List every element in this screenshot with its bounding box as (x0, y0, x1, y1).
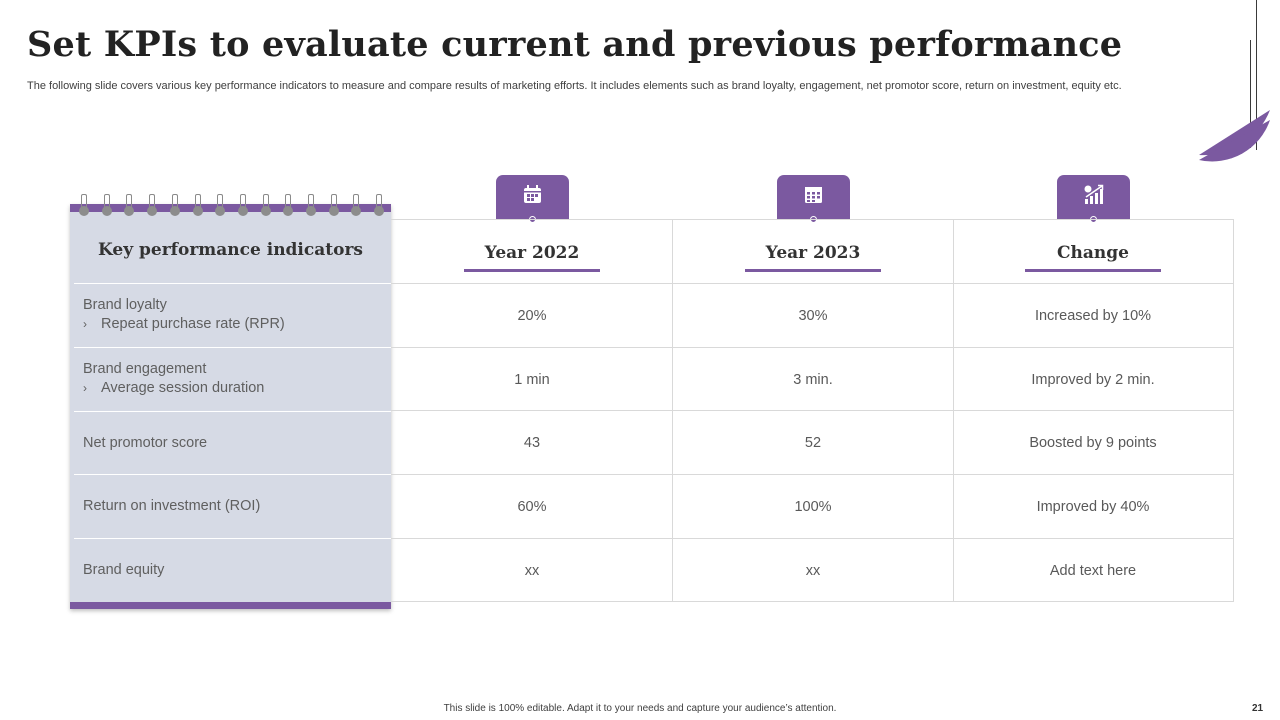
chevron-right-icon: › (83, 317, 87, 331)
kpi-label: Brand loyalty (83, 297, 167, 313)
page-number: 21 (1252, 703, 1264, 714)
calendar-grid-icon (805, 187, 822, 203)
spiral-ring (283, 194, 294, 217)
header-underline (1025, 269, 1161, 272)
spiral-ring (215, 194, 226, 217)
spiral-ring (237, 194, 248, 217)
table-cell: 52 (804, 434, 822, 451)
table-cell: Increased by 10% (1034, 307, 1152, 324)
table-cell: 20% (517, 307, 547, 324)
table-divider (1233, 219, 1234, 602)
table-divider (391, 219, 1234, 220)
table-divider (391, 474, 1234, 475)
table-cell: 43 (523, 434, 541, 451)
kpi-sublabel: Repeat purchase rate (RPR) (101, 316, 285, 332)
kpi-row-brand-loyalty: Brand loyalty › Repeat purchase rate (RPR… (74, 283, 391, 345)
table-divider (391, 538, 1234, 539)
spiral-ring (101, 194, 112, 217)
table-cell: Add text here (1049, 562, 1137, 579)
notepad-top-bar (70, 204, 391, 212)
kpi-row-net-promotor-score: Net promotor score (74, 411, 391, 473)
table-cell: xx (524, 562, 540, 579)
kpi-row-brand-equity: Brand equity (74, 538, 391, 600)
growth-chart-icon (1084, 184, 1104, 204)
kpi-label: Brand equity (83, 561, 165, 578)
table-divider (391, 410, 1234, 411)
spiral-ring (306, 194, 316, 217)
table-cell: Improved by 2 min. (1031, 371, 1155, 388)
table-divider (391, 283, 1234, 284)
change-tab (1057, 175, 1130, 223)
slide-footer-note: This slide is 100% editable. Adapt it to… (443, 703, 837, 714)
table-cell: 60% (517, 498, 547, 515)
spiral-ring (124, 194, 135, 217)
column-header-change: Change (1057, 243, 1129, 263)
decorative-line (1256, 0, 1257, 150)
table-cell: 3 min. (793, 371, 833, 388)
table-cell: Boosted by 9 points (1029, 434, 1157, 451)
decorative-half-circle (1199, 110, 1270, 162)
column-header-year-2023: Year 2023 (765, 243, 861, 263)
table-divider (672, 219, 673, 602)
spiral-ring (328, 194, 339, 217)
kpi-panel-heading: Key performance indicators (98, 240, 363, 260)
table-cell: 100% (794, 498, 832, 515)
spiral-ring (374, 194, 385, 217)
slide-subtitle: The following slide covers various key p… (27, 80, 1122, 92)
kpi-row-roi: Return on investment (ROI) (74, 474, 391, 536)
table-cell: xx (805, 562, 821, 579)
kpi-label: Return on investment (ROI) (83, 497, 261, 514)
decorative-line (1250, 40, 1251, 148)
chevron-right-icon: › (83, 381, 87, 395)
slide-title: Set KPIs to evaluate current and previou… (27, 24, 1123, 65)
notepad-bottom-bar (70, 602, 391, 609)
spiral-ring (79, 194, 89, 217)
kpi-row-brand-engagement: Brand engagement › Average session durati… (74, 347, 391, 409)
header-underline (745, 269, 881, 272)
spiral-ring (260, 194, 271, 217)
year-2022-tab (496, 175, 569, 223)
table-divider (391, 347, 1234, 348)
column-header-year-2022: Year 2022 (484, 243, 580, 263)
year-2023-tab (777, 175, 850, 223)
kpi-label: Brand engagement (83, 361, 207, 377)
kpi-notepad-panel: Key performance indicators Brand loyalty… (70, 194, 391, 609)
spiral-ring (351, 194, 362, 217)
table-divider (953, 219, 954, 602)
header-underline (464, 269, 600, 272)
spiral-ring (192, 194, 203, 217)
kpi-sublabel: Average session duration (101, 380, 265, 396)
spiral-ring (147, 194, 158, 217)
calendar-icon (524, 185, 541, 203)
kpi-comparison-table: Year 2022 Year 2023 Change 20% 30% Incre… (391, 219, 1234, 602)
table-cell: 1 min (514, 371, 550, 388)
table-divider (391, 601, 1234, 602)
spiral-ring (169, 194, 180, 217)
table-cell: 30% (798, 307, 828, 324)
table-cell: Improved by 40% (1036, 498, 1150, 515)
kpi-label: Net promotor score (83, 434, 208, 451)
